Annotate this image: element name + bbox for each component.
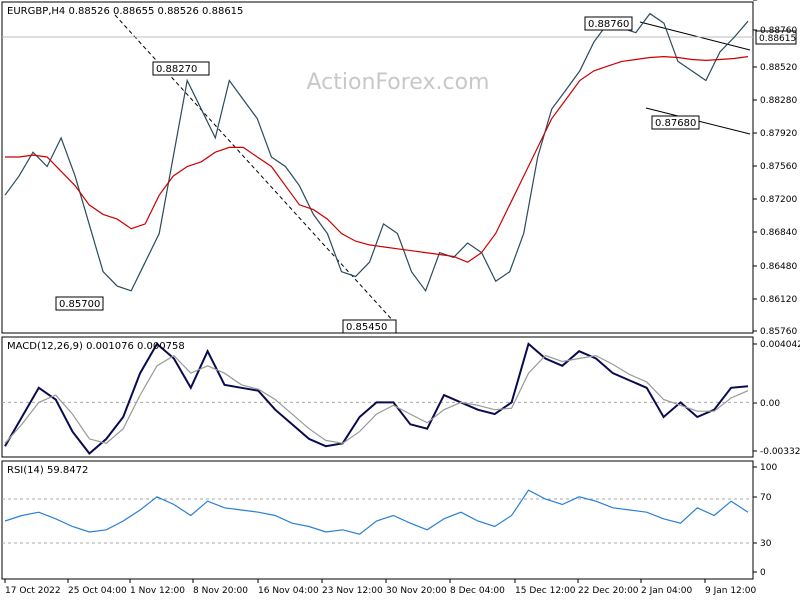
- x-tick-label: 1 Nov 12:00: [130, 586, 185, 596]
- macd-series-layer: [2, 342, 753, 455]
- y-tick-label: 0: [760, 568, 766, 578]
- last-price-tag: 0.88615: [755, 30, 797, 45]
- y-tick-label: 100: [760, 463, 777, 473]
- annotation-85450: 0.85450: [342, 319, 397, 334]
- x-tick-label: 2 Jan 04:00: [641, 586, 693, 596]
- x-tick-label: 8 Dec 04:00: [450, 586, 505, 596]
- x-axis-ticks: 17 Oct 2022 25 Oct 04:00 1 Nov 12:00 8 Nov …: [4, 579, 757, 596]
- y-tick-label: 0.87560: [760, 162, 797, 172]
- svg-text:0.88760: 0.88760: [588, 19, 629, 30]
- y-tick-label: 0.00: [760, 399, 780, 409]
- y-tick-label: 0.88280: [760, 96, 797, 106]
- y-tick-label: -0.003326: [760, 447, 800, 457]
- macd-axis-ticks: 0.004042 0.00 -0.003326: [753, 340, 800, 457]
- watermark: ActionForex.com: [307, 70, 490, 95]
- annotation-87680: 0.87680: [651, 115, 700, 130]
- macd-panel-title: MACD(12,26,9) 0.001076 0.000758: [7, 341, 185, 352]
- svg-text:0.88270: 0.88270: [156, 64, 197, 75]
- y-tick-label: 0.87920: [760, 129, 797, 139]
- price-panel-frame: [1, 1, 754, 334]
- y-tick-label: 70: [760, 493, 772, 503]
- y-tick-label: 0.86120: [760, 295, 797, 305]
- annotation-88760: 0.88760: [584, 16, 633, 31]
- x-tick-label: 9 Jan 12:00: [705, 586, 757, 596]
- x-tick-label: 17 Oct 2022: [5, 586, 61, 596]
- y-tick-label: 30: [760, 539, 772, 549]
- series-line-0-1: [5, 55, 749, 263]
- y-tick-label: 0.85760: [760, 327, 797, 337]
- x-tick-label: 30 Nov 20:00: [386, 586, 447, 596]
- y-tick-label: 0.88520: [760, 63, 797, 73]
- rsi-panel-frame: [1, 460, 754, 580]
- rsi-panel-title: RSI(14) 59.8472: [7, 465, 88, 476]
- y-tick-label: 0.004042: [760, 340, 800, 350]
- y-tick-label: 0.88760: [760, 26, 797, 36]
- svg-text:0.85700: 0.85700: [59, 299, 100, 310]
- x-tick-label: 15 Dec 12:00: [515, 586, 576, 596]
- x-tick-label: 8 Nov 20:00: [193, 586, 248, 596]
- y-tick-label: 0.87200: [760, 195, 797, 205]
- series-line-2-0: [4, 489, 749, 535]
- series-line-1-0: [4, 342, 749, 455]
- price-panel-title: EURGBP,H4 0.88526 0.88655 0.88526 0.8861…: [7, 6, 243, 17]
- x-tick-label: 22 Dec 20:00: [578, 586, 639, 596]
- rsi-series-layer: [2, 489, 753, 544]
- y-tick-label: 0.86840: [760, 228, 797, 238]
- annotation-88270: 0.88270: [152, 61, 210, 76]
- x-tick-label: 25 Oct 04:00: [68, 586, 127, 596]
- y-tick-label: 0.86480: [760, 262, 797, 272]
- series-line-1-1: [4, 354, 749, 444]
- x-tick-label: 23 Nov 12:00: [322, 586, 383, 596]
- trendline-down: [114, 14, 396, 324]
- svg-text:0.85450: 0.85450: [346, 322, 387, 333]
- macd-panel-frame: [1, 336, 754, 458]
- y-tick-label: 0.85400: [760, 0, 797, 3]
- channel-top-line: [639, 21, 751, 51]
- price-axis-ticks: 0.88760 0.88520 0.88280 0.87920 0.87560 0.872…: [753, 0, 797, 337]
- x-tick-label: 16 Nov 04:00: [258, 586, 319, 596]
- svg-text:0.88615: 0.88615: [759, 34, 796, 44]
- annotation-85700: 0.85700: [55, 296, 104, 311]
- rsi-axis-ticks: 100 70 30 0: [753, 463, 777, 578]
- svg-text:0.87680: 0.87680: [655, 118, 696, 129]
